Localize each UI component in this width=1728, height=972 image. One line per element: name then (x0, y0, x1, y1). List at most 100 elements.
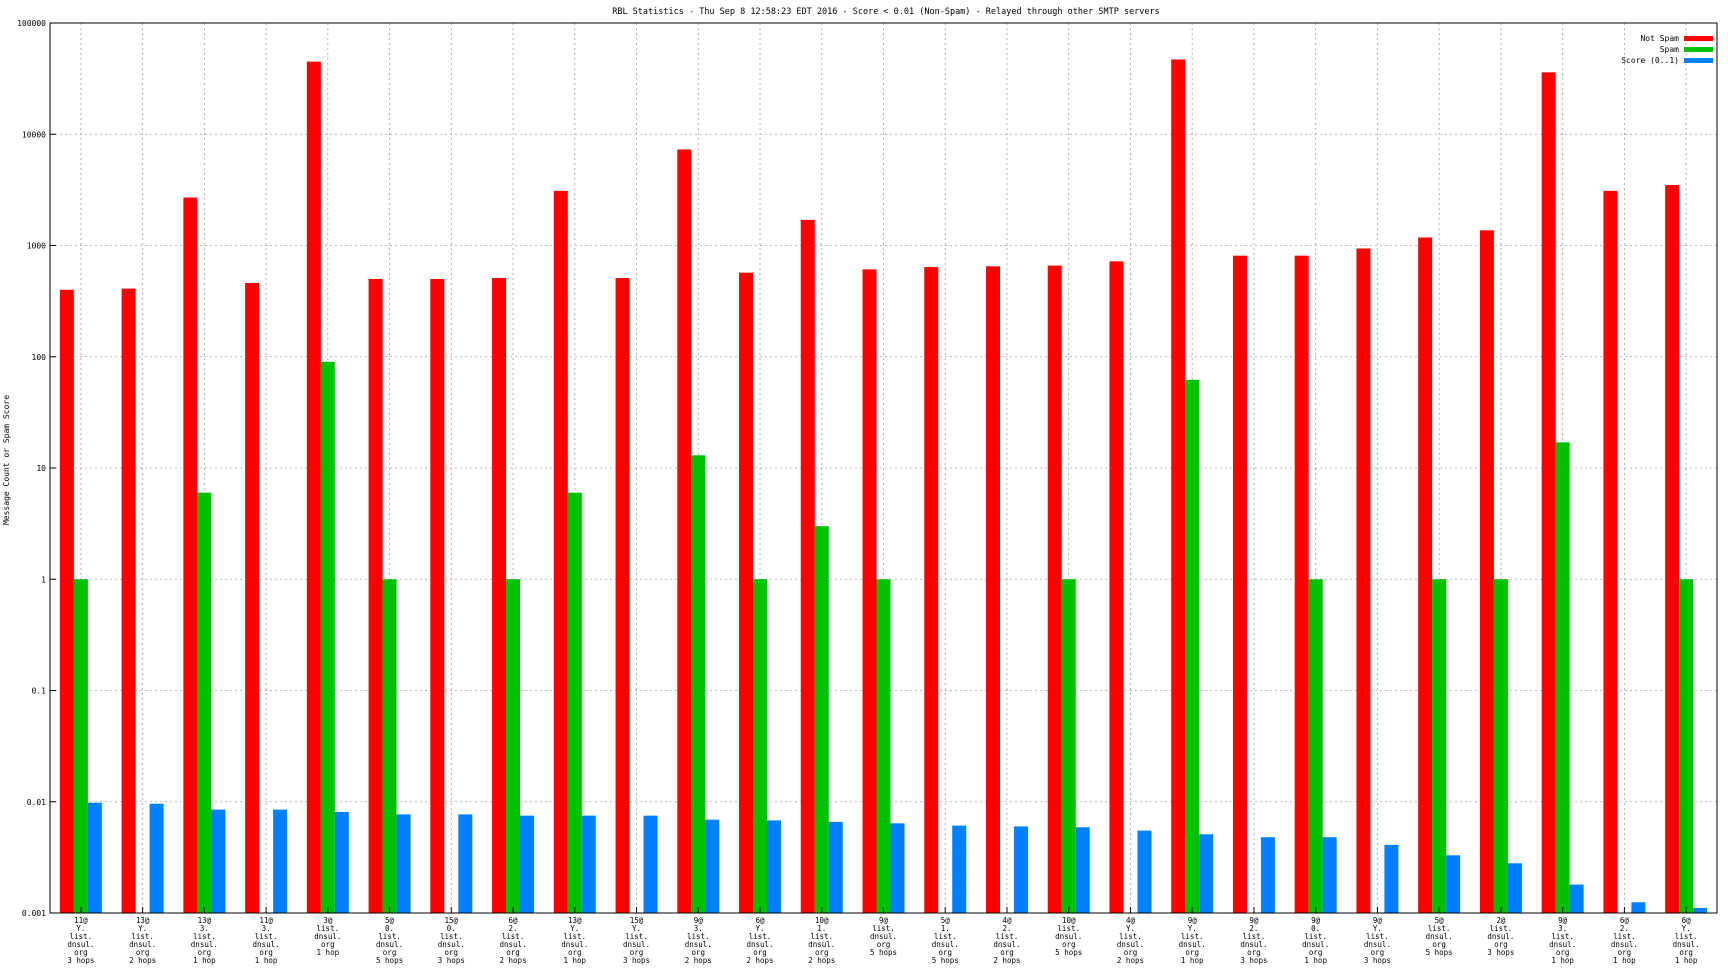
x-tick-label: 5@ (941, 916, 951, 925)
bar-spam (73, 579, 88, 913)
x-tick-label: dnsul. (746, 940, 773, 949)
x-tick-label: 13@ (198, 916, 212, 925)
x-tick-label: 2@ (1496, 916, 1506, 925)
x-tick-label: dnsul. (500, 940, 527, 949)
x-tick-label: 2 hops (500, 956, 527, 965)
x-tick-label: 2. (1002, 924, 1011, 933)
bar-not-spam (924, 267, 939, 913)
chart-title: RBL Statistics - Thu Sep 8 12:58:23 EDT … (612, 7, 1160, 17)
y-tick-label: 1000 (27, 242, 46, 251)
x-tick-label: dnsul. (1487, 932, 1514, 941)
bar-spam (1555, 442, 1570, 913)
bar-not-spam (1356, 248, 1371, 914)
legend-label: Not Spam (1640, 34, 1679, 43)
x-tick-label: list. (749, 932, 772, 941)
x-tick-label: list. (687, 932, 710, 941)
x-tick-label: org (568, 948, 582, 957)
x-tick-label: dnsul. (561, 940, 588, 949)
x-tick-label: 5 hops (870, 948, 897, 957)
legend-label: Spam (1660, 45, 1679, 54)
x-tick-label: 1 hop (317, 948, 340, 957)
bar-score-0-1 (1384, 844, 1399, 913)
x-tick-label: org (506, 948, 520, 957)
x-tick-label: 2 hops (129, 956, 156, 965)
x-tick-label: 9@ (1558, 916, 1568, 925)
bar-not-spam (1232, 255, 1247, 914)
legend-swatch (1684, 47, 1713, 52)
x-tick-label: 0. (385, 924, 394, 933)
x-tick-label: 2 hops (1117, 956, 1144, 965)
x-tick-label: list. (1428, 924, 1451, 933)
x-tick-label: org (1618, 948, 1632, 957)
bar-score-0-1 (767, 820, 782, 913)
bar-score-0-1 (643, 815, 658, 913)
x-tick-label: dnsul. (1302, 940, 1329, 949)
x-tick-label: 4@ (1002, 916, 1012, 925)
x-tick-label: Y. (1126, 924, 1135, 933)
x-tick-label: 5 hops (1055, 948, 1082, 957)
x-tick-label: 3 hops (1487, 948, 1514, 957)
x-tick-label: 6@ (756, 916, 766, 925)
x-tick-label: 9@ (1249, 916, 1259, 925)
bar-score-0-1 (1137, 830, 1152, 913)
bar-score-0-1 (1446, 855, 1461, 913)
y-tick-label: 10 (36, 464, 46, 473)
x-tick-label: org (1679, 948, 1693, 957)
x-tick-label: 9@ (694, 916, 704, 925)
bar-score-0-1 (828, 821, 843, 913)
x-tick-label: 5@ (385, 916, 395, 925)
x-tick-label: org (1494, 940, 1508, 949)
x-tick-label: 3. (200, 924, 209, 933)
bar-spam (320, 361, 335, 913)
x-tick-label: 1 hop (1551, 956, 1574, 965)
x-tick-label: 10@ (815, 916, 829, 925)
x-tick-label: 11@ (74, 916, 88, 925)
x-tick-label: 5 hops (932, 956, 959, 965)
bar-spam (1493, 579, 1508, 913)
x-tick-label: Y. (756, 924, 765, 933)
x-tick-label: dnsul. (1673, 940, 1700, 949)
bar-not-spam (1047, 265, 1062, 913)
x-tick-label: org (1371, 948, 1385, 957)
legend: Not Spam Spam Score (0..1) (1621, 34, 1713, 65)
x-tick-label: dnsul. (1117, 940, 1144, 949)
x-tick-label: org (815, 948, 829, 957)
x-tick-label: Y. (1373, 924, 1382, 933)
x-tick-label: list. (440, 932, 463, 941)
x-tick-label: dnsul. (993, 940, 1020, 949)
x-tick-label: 11@ (259, 916, 273, 925)
bar-not-spam (245, 283, 260, 913)
x-tick-label: 3 hops (1240, 956, 1267, 965)
x-tick-label: 13@ (136, 916, 150, 925)
legend-label: Score (0..1) (1621, 56, 1679, 65)
bar-not-spam (739, 272, 754, 913)
x-tick-label: org (877, 940, 891, 949)
x-tick-label: 9@ (1373, 916, 1383, 925)
x-tick-label: 1. (941, 924, 950, 933)
y-tick-label: 0.1 (32, 687, 47, 696)
x-tick-label: dnsul. (808, 940, 835, 949)
x-tick-label: 3 hops (438, 956, 465, 965)
legend-swatch (1684, 36, 1713, 41)
bar-score-0-1 (149, 803, 164, 913)
x-tick-label: 5 hops (1426, 948, 1453, 957)
x-tick-label: org (630, 948, 644, 957)
x-tick-label: list. (1304, 932, 1327, 941)
x-tick-label: dnsul. (623, 940, 650, 949)
bar-spam (1432, 579, 1447, 913)
x-tick-label: dnsul. (1426, 932, 1453, 941)
x-tick-label: dnsul. (129, 940, 156, 949)
bars-layer (59, 59, 1708, 914)
x-tick-label: 2 hops (685, 956, 712, 965)
bar-spam (1679, 579, 1694, 913)
x-tick-label: 1 hop (255, 956, 278, 965)
x-tick-label: Y. (570, 924, 579, 933)
bar-not-spam (1665, 184, 1680, 914)
x-tick-label: dnsul. (376, 940, 403, 949)
bar-not-spam (553, 190, 568, 914)
bar-not-spam (1171, 59, 1186, 913)
x-tick-label: 4@ (1126, 916, 1136, 925)
bar-score-0-1 (211, 809, 226, 913)
x-tick-label: dnsul. (870, 932, 897, 941)
bar-score-0-1 (87, 802, 102, 913)
